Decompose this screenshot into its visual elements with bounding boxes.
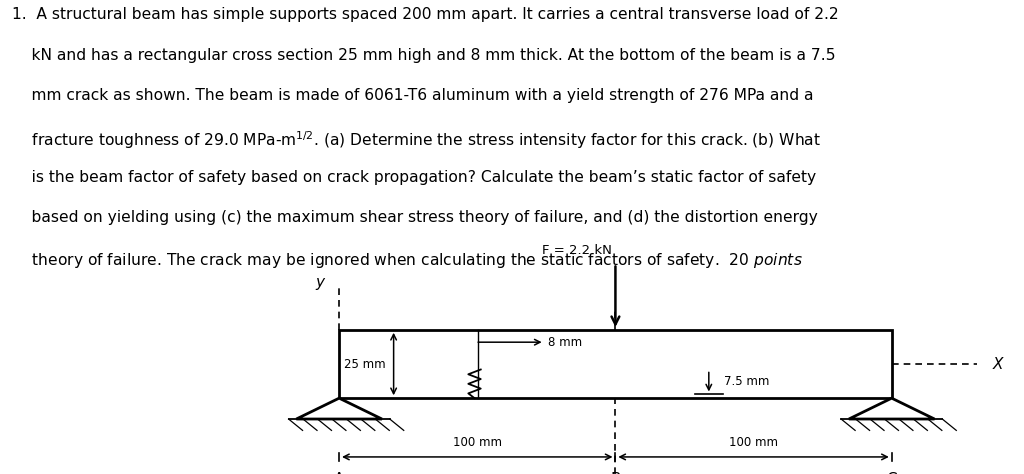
Polygon shape — [849, 398, 935, 419]
Text: based on yielding using (c) the maximum shear stress theory of failure, and (d) : based on yielding using (c) the maximum … — [12, 210, 818, 225]
Text: kN and has a rectangular cross section 25 mm high and 8 mm thick. At the bottom : kN and has a rectangular cross section 2… — [12, 48, 836, 63]
Text: y: y — [315, 275, 325, 290]
Text: B: B — [610, 472, 621, 474]
Text: is the beam factor of safety based on crack propagation? Calculate the beam’s st: is the beam factor of safety based on cr… — [12, 170, 816, 184]
Text: 25 mm: 25 mm — [344, 357, 386, 371]
Text: 1.  A structural beam has simple supports spaced 200 mm apart. It carries a cent: 1. A structural beam has simple supports… — [12, 8, 839, 22]
Text: X: X — [993, 356, 1004, 372]
Text: F = 2.2 kN: F = 2.2 kN — [542, 244, 611, 257]
Text: 100 mm: 100 mm — [729, 437, 778, 449]
Text: fracture toughness of 29.0 MPa-m$^{1/2}$. (a) Determine the stress intensity fac: fracture toughness of 29.0 MPa-m$^{1/2}$… — [12, 129, 821, 151]
Text: 7.5 mm: 7.5 mm — [724, 375, 770, 388]
Bar — [339, 330, 892, 398]
Text: theory of failure. The crack may be ignored when calculating the static factors : theory of failure. The crack may be igno… — [12, 251, 803, 270]
Text: 100 mm: 100 mm — [453, 437, 502, 449]
Polygon shape — [296, 398, 382, 419]
Text: 8 mm: 8 mm — [549, 336, 583, 349]
Text: C: C — [887, 472, 897, 474]
Text: A: A — [334, 472, 344, 474]
Text: mm crack as shown. The beam is made of 6061-T6 aluminum with a yield strength of: mm crack as shown. The beam is made of 6… — [12, 89, 814, 103]
